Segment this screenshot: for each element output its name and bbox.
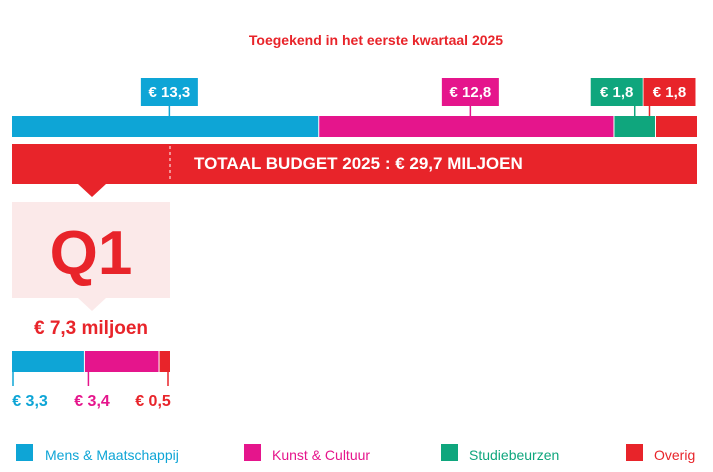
budget-label-box-overig	[643, 78, 696, 106]
total-banner-bar	[12, 144, 697, 184]
q1-bar-overig	[159, 351, 170, 372]
total-banner: TOTAAL BUDGET 2025 : € 29,7 MILJOEN	[12, 144, 697, 197]
budget-label-overig: € 1,8	[653, 84, 686, 101]
budget-bar-mens-maatschappij	[12, 116, 319, 137]
total-budget-label: TOTAAL BUDGET 2025 : € 29,7 MILJOEN	[194, 154, 523, 173]
budget-label-box-mens-maatschappij	[140, 78, 198, 106]
q1-amount: € 7,3 miljoen	[34, 318, 148, 339]
budget-bar-studiebeurzen	[613, 116, 656, 137]
budget-label-box-kunst-cultuur	[441, 78, 499, 106]
legend-label-kunst-cultuur: Kunst & Cultuur	[272, 447, 370, 463]
legend-label-studiebeurzen: Studiebeurzen	[469, 447, 559, 463]
total-banner-pointer	[78, 184, 106, 197]
budget-bar-overig	[655, 116, 697, 137]
q1-bar-mens-maatschappij	[12, 351, 85, 372]
q1-box: Q1 € 7,3 miljoen	[12, 202, 170, 339]
budget-bar-kunst-cultuur	[318, 116, 614, 137]
budget-label-kunst-cultuur: € 12,8	[450, 84, 492, 101]
legend-swatch-kunst-cultuur	[244, 444, 261, 461]
budget-label-mens-maatschappij: € 13,3	[149, 84, 191, 101]
q1-value-label-1: € 3,4	[74, 393, 110, 410]
budget-label-studiebeurzen: € 1,8	[600, 84, 633, 101]
legend-swatch-mens-maatschappij	[16, 444, 33, 461]
q1-value-label-0: € 3,3	[12, 393, 48, 410]
q1-box-pointer	[78, 298, 106, 311]
legend-label-mens-maatschappij: Mens & Maatschappij	[45, 447, 179, 463]
q1-bar-kunst-cultuur	[84, 351, 160, 372]
q1-box-bg	[12, 202, 170, 298]
q1-value-label-2: € 0,5	[135, 393, 171, 410]
legend-swatch-studiebeurzen	[441, 444, 458, 461]
q1-label: Q1	[50, 219, 133, 288]
legend-swatch-overig	[626, 444, 643, 461]
legend-label-overig: Overig	[654, 447, 695, 463]
budget-label-box-studiebeurzen	[590, 78, 643, 106]
chart-title: Toegekend in het eerste kwartaal 2025	[249, 32, 503, 48]
